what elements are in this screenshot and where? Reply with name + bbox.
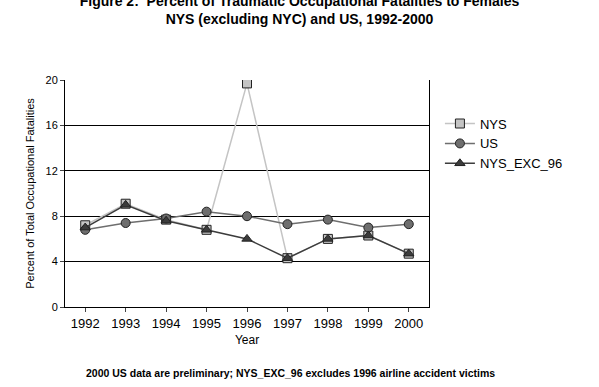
svg-text:1998: 1998 [313,316,342,331]
svg-text:1993: 1993 [111,316,140,331]
svg-text:1997: 1997 [273,316,302,331]
svg-text:1999: 1999 [354,316,383,331]
svg-text:16: 16 [46,119,58,131]
svg-text:2000 US data are preliminary;: 2000 US data are preliminary; NYS_EXC_96… [86,367,495,379]
svg-text:1992: 1992 [71,316,100,331]
svg-text:Year: Year [235,333,259,347]
svg-text:NYS_EXC_96: NYS_EXC_96 [480,156,562,171]
svg-text:4: 4 [52,255,58,267]
svg-text:8: 8 [52,210,58,222]
svg-text:1996: 1996 [233,316,262,331]
svg-text:1995: 1995 [192,316,221,331]
svg-text:0: 0 [52,301,58,313]
svg-text:US: US [480,136,498,151]
svg-text:20: 20 [46,74,58,86]
svg-text:Percent of Total Occupational: Percent of Total Occupational Fatalities [24,98,36,289]
svg-text:12: 12 [46,165,58,177]
svg-text:2000: 2000 [394,316,423,331]
svg-text:Figure 2: Percent of Traumati: Figure 2: Percent of Traumatic Occupatio… [80,0,520,27]
svg-text:NYS: NYS [480,117,507,132]
svg-text:1994: 1994 [152,316,181,331]
